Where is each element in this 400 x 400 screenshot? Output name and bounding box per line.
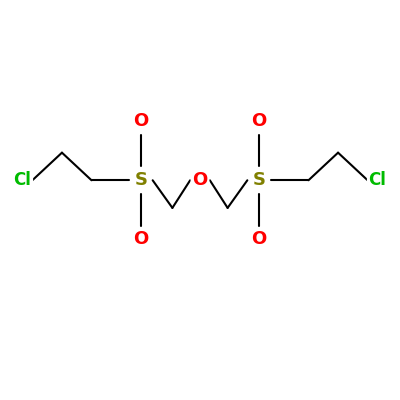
Text: O: O	[192, 171, 208, 189]
Text: O: O	[133, 230, 148, 248]
Text: O: O	[133, 112, 148, 130]
Text: Cl: Cl	[14, 171, 32, 189]
Text: S: S	[134, 171, 147, 189]
Text: O: O	[252, 112, 267, 130]
Text: Cl: Cl	[368, 171, 386, 189]
Text: S: S	[253, 171, 266, 189]
Text: O: O	[252, 230, 267, 248]
